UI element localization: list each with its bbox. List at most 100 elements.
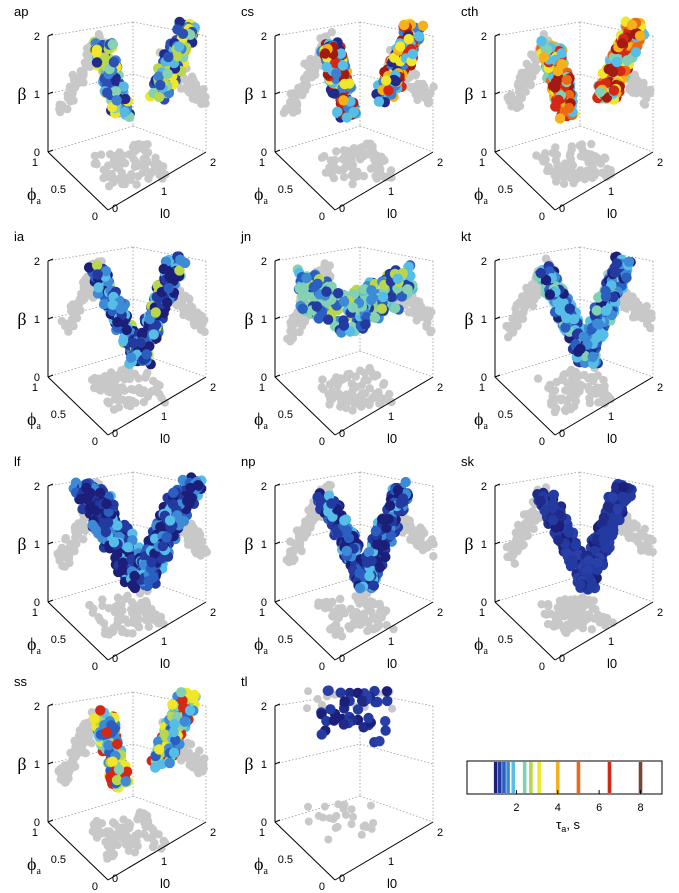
data-point — [121, 324, 132, 336]
grid-line — [359, 125, 434, 153]
data-point — [364, 570, 375, 582]
shadow-point — [82, 50, 91, 59]
shadow-point — [144, 174, 153, 183]
data-point — [600, 291, 612, 302]
shadow-point — [370, 162, 379, 171]
shadow-point — [578, 170, 588, 179]
data-point — [92, 269, 103, 280]
phi-tick-label: 0.5 — [498, 409, 513, 421]
panel-title: cs — [241, 4, 255, 19]
data-point — [354, 583, 366, 594]
l0-tick-label: 2 — [210, 157, 216, 169]
grid-line — [47, 73, 134, 95]
shadow-point — [364, 598, 373, 607]
shadow-point — [200, 327, 209, 337]
data-point — [383, 513, 394, 525]
shadow-point — [352, 382, 361, 392]
shadow-point — [143, 148, 153, 157]
shadow-point — [416, 523, 425, 532]
shadow-point — [345, 369, 354, 379]
l0-tick-label: 1 — [161, 411, 167, 423]
shadow-point — [118, 627, 127, 637]
shadow-point — [299, 74, 309, 83]
beta-tick-label: 2 — [34, 481, 40, 493]
shadow-point — [318, 375, 327, 384]
shadow-point — [113, 385, 122, 395]
phi-label: ϕa — [254, 184, 268, 207]
beta-tick-label: 2 — [34, 256, 40, 268]
data-point — [594, 86, 606, 98]
shadow-point — [417, 312, 427, 322]
shadow-point — [599, 382, 608, 392]
beta-label: β — [244, 84, 253, 104]
shadow-point — [553, 160, 562, 169]
shadow-point — [530, 62, 539, 71]
phi-tick-label: 1 — [259, 382, 265, 394]
shadow-point — [279, 108, 289, 118]
shadow-point — [75, 295, 85, 304]
shadow-point — [106, 388, 115, 397]
data-point — [321, 286, 332, 297]
grid-line — [274, 21, 361, 37]
shadow-point — [348, 179, 357, 189]
shadow-point — [286, 89, 295, 98]
l0-label: l0 — [387, 656, 397, 671]
data-point — [168, 487, 179, 498]
shadow-point — [329, 159, 338, 168]
l0-tick-label: 2 — [437, 382, 443, 394]
shadow-point — [95, 383, 105, 392]
shadow-point — [291, 317, 301, 327]
data-point — [326, 498, 337, 509]
shadow-point — [561, 162, 570, 171]
shadow-point — [591, 169, 600, 178]
shadow-point — [334, 378, 343, 387]
data-point — [115, 303, 127, 315]
data-point — [395, 498, 406, 509]
shadow-point — [363, 376, 372, 385]
phi-tick-label: 0 — [319, 436, 325, 448]
data-point — [563, 102, 575, 114]
phi-tick-label: 0 — [319, 661, 325, 673]
shadow-point — [566, 404, 575, 414]
data-point — [101, 498, 112, 510]
shadow-point — [601, 170, 610, 179]
shadow-point — [123, 618, 133, 627]
shadow-point — [526, 80, 536, 90]
data-point — [135, 337, 146, 348]
shadow-point — [130, 146, 140, 156]
data-point — [395, 41, 406, 52]
grid-line — [494, 246, 581, 262]
shadow-point — [513, 321, 522, 330]
shadow-point — [120, 179, 129, 189]
shadow-point — [172, 301, 181, 310]
data-point — [347, 302, 359, 313]
tick-mark — [494, 149, 501, 153]
l0-tick-label: 0 — [339, 203, 345, 215]
shadow-point — [56, 546, 66, 555]
phi-axis — [274, 151, 336, 211]
shadow-point — [378, 171, 387, 180]
phi-subscript: a — [264, 646, 269, 657]
data-point — [177, 28, 189, 39]
shadow-point — [90, 159, 99, 168]
l0-tick-label: 1 — [388, 186, 394, 198]
phi-tick-label: 1 — [32, 157, 38, 169]
data-point — [153, 71, 164, 82]
grid-line — [47, 125, 134, 153]
grid-line — [47, 21, 134, 37]
l0-label: l0 — [387, 431, 397, 446]
data-point — [111, 95, 122, 106]
shadow-point — [557, 396, 566, 405]
shadow-point — [57, 316, 66, 326]
data-point — [383, 85, 394, 96]
data-point — [370, 525, 382, 537]
data-point — [163, 51, 174, 63]
shadow-point — [147, 387, 156, 396]
shadow-point — [149, 160, 159, 169]
shadow-point — [298, 90, 307, 100]
data-point — [182, 495, 193, 507]
shadow-point — [356, 149, 366, 158]
